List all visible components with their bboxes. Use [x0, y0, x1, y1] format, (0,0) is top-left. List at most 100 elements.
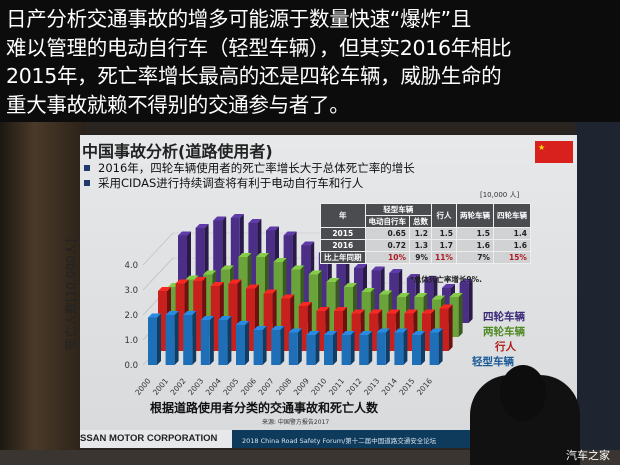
bar	[308, 274, 318, 337]
bar-top	[238, 253, 252, 257]
bar	[316, 311, 326, 351]
bar-top	[432, 295, 445, 300]
bar-top	[158, 287, 171, 291]
bar	[336, 263, 346, 323]
bar-side	[174, 311, 179, 365]
bar-top	[283, 231, 297, 236]
bar-side	[333, 331, 337, 365]
speaker-head	[500, 365, 546, 421]
bar-top	[442, 284, 455, 288]
bar-top	[175, 279, 189, 284]
bar-top	[213, 216, 227, 221]
bar-top	[376, 328, 390, 333]
bar-top	[148, 313, 161, 318]
bullet-icon	[84, 180, 90, 186]
y-tick-label: 3.0	[124, 286, 138, 296]
bar	[178, 235, 187, 323]
bullet-item: 采用CIDAS进行持续调查将有利于电动自行车和行人	[84, 175, 363, 191]
bar-top	[298, 302, 312, 306]
bar-top	[371, 266, 385, 271]
bar-top	[271, 326, 285, 330]
bar-side	[385, 328, 390, 365]
bar	[271, 330, 281, 365]
bar-top	[396, 293, 410, 297]
th-light-vehicle: 轻型车辆	[364, 203, 432, 216]
bar-side	[458, 293, 463, 337]
bar-top	[288, 328, 302, 333]
bar-side	[438, 328, 443, 365]
bar-top	[185, 275, 199, 280]
legend-pedestrian: 行人	[495, 341, 516, 353]
bar-top	[459, 279, 473, 283]
bar	[301, 245, 311, 323]
forum-banner: 2018 China Road Safety Forum/第十二届中国道路交通安…	[232, 430, 532, 448]
bar-top	[308, 270, 322, 275]
bar	[298, 306, 308, 351]
bar-top	[389, 269, 403, 273]
bar-top	[316, 307, 330, 311]
x-tick-label: 2012	[345, 376, 364, 397]
bar	[386, 313, 396, 351]
table-row: 2015 0.65 1.2 1.5 1.5 1.4	[320, 227, 531, 240]
bar-top	[354, 264, 367, 268]
bar	[326, 282, 336, 337]
slide-footer: SSAN MOTOR CORPORATION 2018 China Road S…	[80, 430, 577, 448]
table-note: *总体死亡率增长9%.	[410, 275, 483, 284]
legend-light-vehicle: 轻型车辆	[472, 356, 514, 368]
background-floor	[0, 450, 620, 465]
bar	[228, 283, 238, 351]
bar-top	[203, 270, 217, 275]
bar-side	[157, 313, 161, 365]
caption-line: 重大事故就赖不得别的交通参与者了。	[6, 92, 350, 117]
bar	[248, 223, 258, 323]
bar-top	[326, 278, 340, 282]
bar	[404, 313, 414, 351]
bar	[324, 335, 333, 365]
gridline	[142, 232, 174, 266]
bar-top	[256, 253, 269, 257]
bar	[266, 230, 275, 323]
bar-top	[424, 276, 438, 281]
bar	[306, 335, 316, 365]
bar	[185, 279, 195, 337]
bar-top	[439, 304, 453, 309]
th-total: 总数	[409, 215, 432, 228]
source-note: 来源: 中国警方报告2017	[262, 419, 330, 426]
table-unit: [10,000 人]	[480, 191, 520, 199]
x-tick-label: 2005	[221, 376, 240, 397]
bullet-item: 2016年，四轮车辆使用者的死亡率增长大于总体死亡率的增长	[84, 160, 415, 176]
bar	[183, 315, 193, 365]
bar-top	[253, 326, 267, 330]
bar	[369, 313, 379, 351]
caption-box: 日产分析交通事故的增多可能源于数量快速“爆炸”且 难以管理的电动自行车（轻型车辆…	[0, 0, 620, 122]
x-tick-label: 2003	[186, 376, 205, 397]
x-tick-label: 2009	[292, 376, 311, 397]
bar-top	[429, 328, 443, 333]
bar	[351, 313, 361, 351]
company-name: SSAN MOTOR CORPORATION	[80, 433, 218, 444]
bar-side	[315, 331, 320, 365]
bar-top	[406, 274, 420, 278]
y-tick-label: 1.0	[124, 336, 138, 346]
bar	[396, 297, 406, 337]
bar-top	[246, 284, 259, 289]
bar-top	[334, 307, 347, 311]
caption-line: 2015年，死亡率增长最高的还是四轮车辆，威胁生命的	[6, 64, 502, 88]
bar-top	[291, 265, 305, 270]
bar-top	[236, 321, 249, 325]
bar-top	[248, 219, 262, 223]
bar-top	[183, 311, 197, 315]
x-tick-label: 2004	[204, 376, 223, 397]
bar	[213, 220, 223, 323]
bar	[200, 320, 210, 365]
bar	[354, 268, 363, 323]
bar	[379, 294, 389, 337]
caption-line: 日产分析交通事故的增多可能源于数量快速“爆炸”且	[6, 7, 472, 31]
bar-side	[245, 321, 249, 365]
bar-side	[403, 328, 408, 365]
bar	[449, 297, 459, 337]
slide-title: 中国事故分析(道路使用者)	[82, 142, 273, 161]
bar-top	[230, 214, 244, 218]
bar	[256, 257, 265, 337]
caption-line: 难以管理的电动自行车（轻型车辆），但其实2016年相比	[6, 35, 512, 60]
